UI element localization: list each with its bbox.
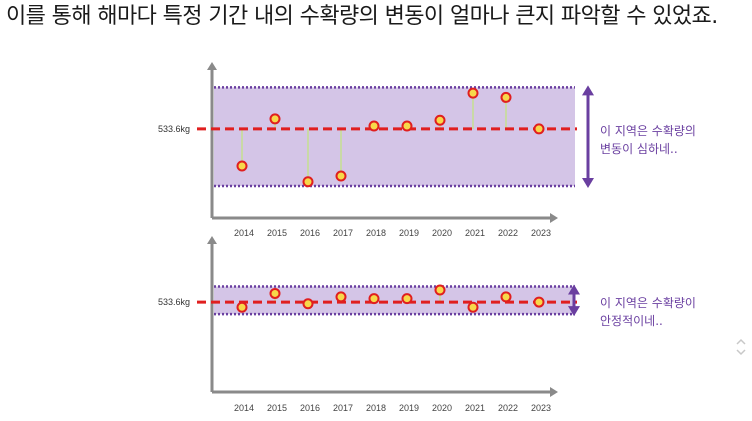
chart-top-data-point	[533, 123, 545, 135]
chart-top-x-tick-label: 2017	[333, 228, 353, 238]
chart-top-x-tick-label: 2019	[399, 228, 419, 238]
scroll-chevron-icon	[736, 338, 746, 356]
chart-top-annotation-line: 변동이 심하네..	[600, 142, 678, 156]
chart-top-data-point	[467, 87, 479, 99]
chart-top-x-tick-label: 2016	[300, 228, 320, 238]
chart-top-data-point	[368, 120, 380, 132]
chart-bottom-x-tick-label: 2020	[432, 403, 452, 413]
chart-top-x-tick-label: 2021	[465, 228, 485, 238]
chart-top-data-point	[302, 176, 314, 188]
chart-bottom-x-tick-label: 2014	[234, 403, 254, 413]
caption-text: 이를 통해 해마다 특정 기간 내의 수확량의 변동이 얼마나 큰지 파악할 수…	[6, 4, 718, 29]
chart-top-data-point	[401, 120, 413, 132]
chart-bottom-arrow-down-icon	[568, 306, 580, 317]
chart-bottom-x-tick-label: 2019	[399, 403, 419, 413]
chart-bottom-x-tick-label: 2018	[366, 403, 386, 413]
chart-top-data-point	[434, 114, 446, 126]
chart-top-x-tick-label: 2022	[498, 228, 518, 238]
chart-top-x-tick-label: 2015	[267, 228, 287, 238]
chart-top-group: 533.6kg 2014 2015 2016 2017 2018 2019 2020 2021 2…	[158, 62, 696, 238]
chart-bottom-data-point	[434, 284, 446, 296]
chart-top-mean-label: 533.6kg	[158, 124, 190, 134]
chart-top-arrow-up-icon	[582, 85, 594, 96]
chart-bottom-group: 533.6kg 2014 2015 2016 2017 2018 2019 2020 2021 2…	[158, 236, 696, 413]
chart-top-x-tick-label: 2020	[432, 228, 452, 238]
chart-bottom-data-point	[500, 291, 512, 303]
chart-top-arrow-down-icon	[582, 178, 594, 188]
chart-bottom-x-tick-label: 2016	[300, 403, 320, 413]
chart-bottom-data-point	[467, 301, 479, 313]
chart-top-data-point	[335, 170, 347, 182]
chart-bottom-annotation-line: 이 지역은 수확량이	[600, 296, 696, 310]
chart-bottom-variability-band	[214, 286, 575, 315]
chart-bottom-data-point	[401, 293, 413, 305]
chart-bottom-data-point	[236, 301, 248, 313]
chart-top-x-axis-arrow-icon	[550, 213, 558, 223]
chart-bottom-data-point	[269, 287, 281, 299]
chart-bottom-x-tick-label: 2022	[498, 403, 518, 413]
chart-bottom-x-tick-label: 2021	[465, 403, 485, 413]
chart-bottom-x-tick-label: 2023	[531, 403, 551, 413]
chart-bottom-data-point	[533, 296, 545, 308]
chart-bottom-mean-label: 533.6kg	[158, 297, 190, 307]
chart-bottom-data-point	[335, 291, 347, 303]
chart-bottom-arrow-up-icon	[568, 284, 580, 295]
chart-bottom-annotation-line: 안정적이네..	[600, 314, 663, 328]
chart-top-x-tick-label: 2014	[234, 228, 254, 238]
chart-top-data-point	[269, 113, 281, 125]
chart-bottom-x-tick-label: 2015	[267, 403, 287, 413]
chart-bottom-x-tick-label: 2017	[333, 403, 353, 413]
chart-bottom-x-axis-arrow-icon	[550, 387, 558, 397]
chart-top-data-point	[236, 160, 248, 172]
chart-bottom-data-point	[302, 298, 314, 310]
chart-top-x-tick-label: 2018	[366, 228, 386, 238]
chart-top-x-tick-label: 2023	[531, 228, 551, 238]
chart-top-y-axis-arrow-icon	[207, 62, 217, 70]
chart-bottom-data-point	[368, 293, 380, 305]
chart-bottom-y-axis-arrow-icon	[207, 236, 217, 244]
chart-top-annotation-line: 이 지역은 수확량의	[600, 124, 696, 138]
chart-top-variability-band	[214, 87, 575, 186]
chart-top-data-point	[500, 91, 512, 103]
